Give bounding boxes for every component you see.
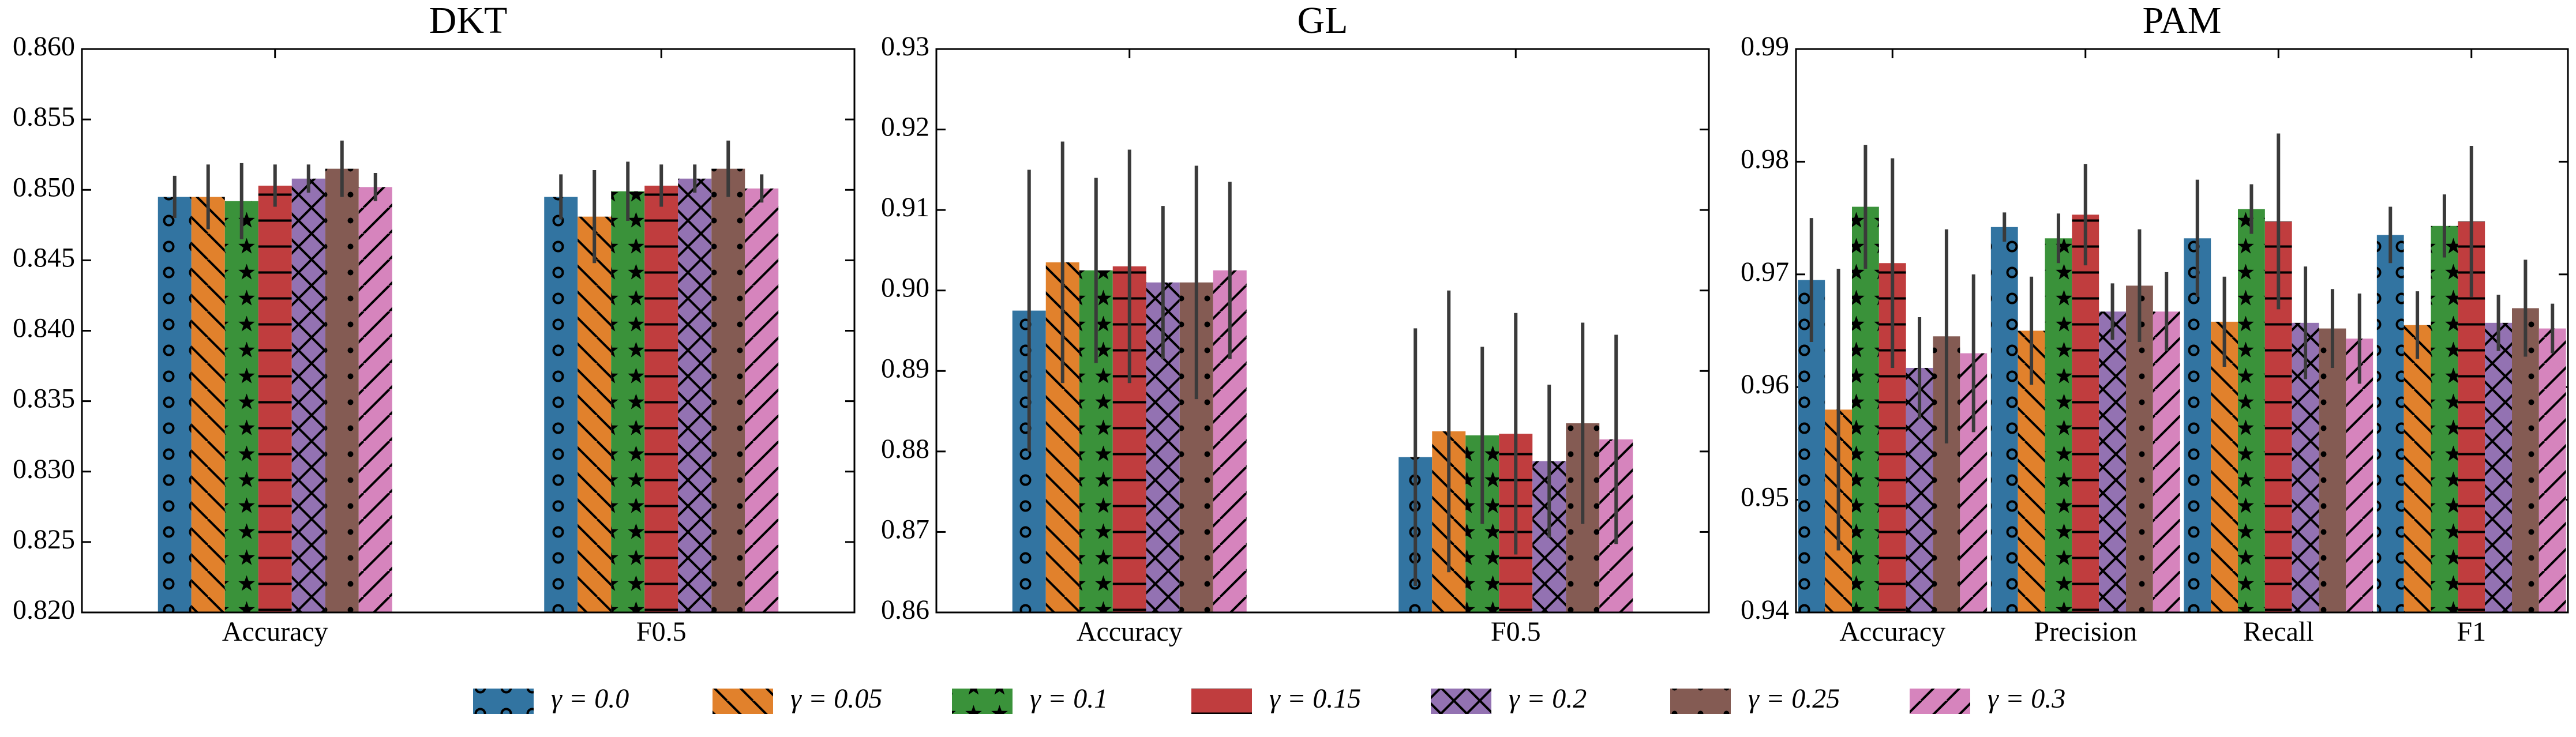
y-tick-label: 0.86 bbox=[881, 595, 929, 625]
x-tick-label: F1 bbox=[2457, 616, 2486, 647]
y-tick-label: 0.830 bbox=[13, 454, 75, 484]
bar bbox=[678, 178, 712, 613]
y-tick-label: 0.840 bbox=[13, 313, 75, 344]
bar bbox=[358, 187, 392, 612]
y-tick-label: 0.93 bbox=[881, 31, 929, 62]
bar bbox=[2511, 308, 2539, 612]
bar bbox=[258, 185, 292, 612]
bar bbox=[191, 197, 225, 612]
y-tick-label: 0.97 bbox=[1741, 257, 1789, 287]
legend-swatch bbox=[952, 689, 1013, 714]
plot-frame bbox=[935, 48, 1710, 614]
legend-swatch bbox=[473, 689, 534, 714]
legend-swatch bbox=[1910, 689, 1970, 714]
y-tick-label: 0.94 bbox=[1741, 595, 1789, 625]
bar bbox=[745, 188, 779, 612]
chart-title: PAM bbox=[2143, 0, 2222, 42]
bar bbox=[2319, 328, 2346, 612]
bar bbox=[2346, 339, 2373, 612]
bar bbox=[711, 168, 745, 612]
y-tick-label: 0.845 bbox=[13, 242, 75, 273]
chart-title: GL bbox=[1298, 0, 1348, 42]
y-tick-label: 0.89 bbox=[881, 353, 929, 383]
legend-label: γ = 0.3 bbox=[1988, 683, 2065, 714]
bar bbox=[224, 201, 258, 612]
bar bbox=[2153, 311, 2180, 612]
bar bbox=[158, 197, 192, 612]
bar bbox=[2376, 235, 2404, 612]
legend-swatch bbox=[713, 689, 773, 714]
plot-frame bbox=[1795, 48, 2569, 614]
plot-frame bbox=[81, 48, 856, 614]
y-tick-label: 0.87 bbox=[881, 514, 929, 544]
y-tick-label: 0.850 bbox=[13, 172, 75, 202]
bar bbox=[325, 168, 359, 612]
y-tick-label: 0.820 bbox=[13, 595, 75, 625]
x-tick-label: Recall bbox=[2243, 616, 2314, 647]
y-tick-label: 0.825 bbox=[13, 524, 75, 555]
x-tick-label: F0.5 bbox=[636, 616, 687, 647]
legend-label: γ = 0.2 bbox=[1509, 683, 1587, 714]
x-tick-label: F0.5 bbox=[1491, 616, 1541, 647]
x-tick-label: Precision bbox=[2034, 616, 2137, 647]
legend-swatch bbox=[1431, 689, 1491, 714]
bar bbox=[1990, 227, 2018, 612]
y-tick-label: 0.88 bbox=[881, 434, 929, 464]
bar bbox=[2238, 209, 2265, 612]
bar bbox=[578, 216, 612, 613]
chart-title: DKT bbox=[429, 0, 508, 42]
y-tick-label: 0.96 bbox=[1741, 369, 1789, 400]
y-tick-label: 0.99 bbox=[1741, 31, 1789, 62]
legend-label: γ = 0.0 bbox=[551, 683, 629, 714]
y-tick-label: 0.90 bbox=[881, 273, 929, 303]
bar bbox=[2431, 225, 2458, 612]
bar bbox=[2099, 311, 2126, 612]
bar bbox=[291, 178, 325, 613]
bar bbox=[544, 197, 578, 612]
bar bbox=[2538, 328, 2566, 612]
y-tick-label: 0.835 bbox=[13, 383, 75, 414]
legend-label: γ = 0.15 bbox=[1269, 683, 1361, 714]
bar bbox=[2184, 238, 2211, 613]
x-tick-label: Accuracy bbox=[222, 616, 328, 647]
x-tick-label: Accuracy bbox=[1839, 616, 1945, 647]
y-tick-label: 0.98 bbox=[1741, 144, 1789, 174]
bar bbox=[2211, 321, 2238, 612]
bar bbox=[2072, 215, 2099, 612]
legend-swatch bbox=[1670, 689, 1731, 714]
y-tick-label: 0.860 bbox=[13, 31, 75, 62]
legend-label: γ = 0.25 bbox=[1748, 683, 1840, 714]
legend-label: γ = 0.1 bbox=[1030, 683, 1108, 714]
bar bbox=[1852, 206, 1879, 612]
bar bbox=[2045, 238, 2072, 613]
bar bbox=[2403, 325, 2431, 612]
x-tick-label: Accuracy bbox=[1077, 616, 1183, 647]
legend-label: γ = 0.05 bbox=[790, 683, 882, 714]
y-tick-label: 0.95 bbox=[1741, 482, 1789, 513]
legend-swatch bbox=[1191, 689, 1252, 714]
bar bbox=[2485, 322, 2512, 612]
y-tick-label: 0.91 bbox=[881, 192, 929, 223]
y-tick-label: 0.92 bbox=[881, 112, 929, 142]
y-tick-label: 0.855 bbox=[13, 101, 75, 132]
bar bbox=[611, 191, 645, 612]
bar bbox=[644, 185, 678, 612]
